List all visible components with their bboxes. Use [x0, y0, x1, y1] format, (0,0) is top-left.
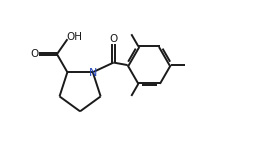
Text: O: O: [30, 49, 38, 59]
Text: O: O: [109, 34, 118, 44]
Text: OH: OH: [66, 32, 82, 42]
Text: N: N: [89, 69, 97, 79]
